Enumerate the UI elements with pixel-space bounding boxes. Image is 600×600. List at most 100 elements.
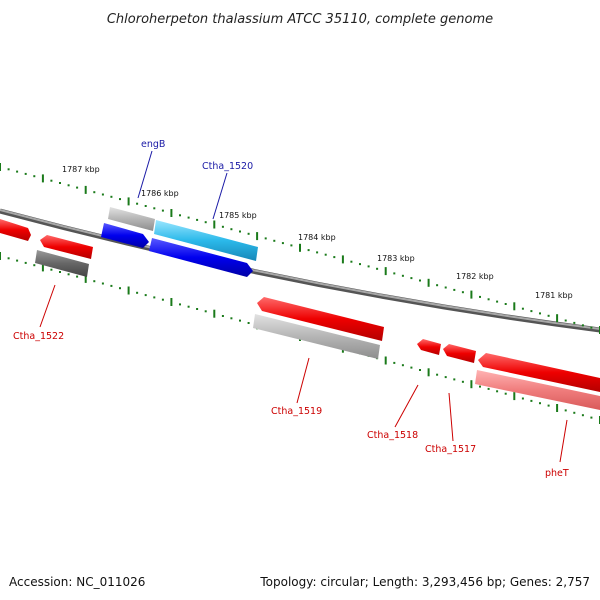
gene-arrow[interactable] [443, 344, 476, 363]
ruler-dot [24, 261, 27, 264]
ruler-dot [393, 272, 396, 275]
gene-arrow[interactable] [154, 220, 258, 261]
gene-label-ctha1517[interactable]: Ctha_1517 [425, 444, 476, 455]
ruler-dot [196, 308, 199, 310]
gene-label-ctha1522[interactable]: Ctha_1522 [13, 331, 64, 342]
gene-label-ctha1518[interactable]: Ctha_1518 [367, 430, 418, 441]
ruler-dot [401, 364, 404, 367]
ruler-dot [564, 319, 567, 322]
gene-arrow[interactable] [417, 339, 441, 355]
ruler-dot [76, 275, 79, 278]
ruler-dot [281, 242, 284, 245]
gene-arrow[interactable] [478, 353, 600, 392]
ruler-dot [410, 277, 413, 280]
genome-backbone [0, 208, 600, 333]
ruler-dot [144, 205, 147, 207]
ruler-dot [247, 232, 250, 235]
ruler-dot [110, 284, 113, 287]
ruler-dot [504, 303, 507, 305]
ruler-dot [50, 179, 53, 182]
ruler-dot [161, 209, 164, 212]
ruler-dot [136, 202, 139, 205]
ruler-dot [93, 191, 96, 194]
ruler-label-1782: 1782 kbp [456, 272, 494, 281]
ruler-dot [573, 411, 576, 414]
ruler-dot [110, 195, 113, 198]
ruler-dot [436, 373, 439, 376]
ruler-dot [564, 409, 567, 412]
ruler-dot [573, 321, 576, 324]
gene-arrow[interactable] [149, 238, 253, 277]
gene-arrow[interactable] [101, 223, 149, 248]
ruler-dot [436, 284, 439, 287]
label-leaders [39, 150, 568, 463]
ruler-dot [590, 326, 593, 329]
forward-strand-genes [0, 207, 258, 277]
ruler-dot [161, 298, 164, 301]
ruler-dot [453, 378, 456, 381]
gene-label-ctha1520[interactable]: Ctha_1520 [202, 161, 253, 172]
ruler-dot [119, 198, 121, 201]
ruler-labels: 1787 kbp 1786 kbp 1785 kbp 1784 kbp 1783… [62, 165, 573, 300]
ruler-dot [179, 303, 181, 306]
ruler-dot [581, 414, 584, 417]
ruler-dot [530, 310, 533, 313]
ruler-dot [521, 397, 524, 400]
ruler-dot [59, 182, 61, 184]
accession-text: Accession: NC_011026 [9, 575, 145, 589]
ruler-dot [144, 294, 147, 297]
ruler-dot [419, 369, 421, 371]
ruler-dot [67, 273, 70, 276]
ruler-dot [547, 314, 550, 317]
reverse-strand-genes [35, 235, 600, 410]
ruler-dot [264, 237, 267, 240]
outer-ruler [0, 163, 600, 334]
ruler-dot [204, 221, 207, 224]
ruler-dot [479, 385, 481, 388]
ruler-dot [187, 305, 190, 308]
gene-arrow[interactable] [40, 235, 93, 259]
ruler-dot [479, 295, 481, 298]
ruler-dot [119, 287, 121, 290]
gene-label-engB[interactable]: engB [141, 139, 165, 150]
gene-arrow[interactable] [253, 314, 380, 359]
ruler-dot [230, 228, 233, 231]
ruler-label-1787: 1787 kbp [62, 165, 100, 174]
gene-arrow[interactable] [108, 207, 155, 231]
ruler-dot [539, 402, 541, 405]
ruler-dot [547, 404, 550, 407]
ruler-dot [333, 256, 336, 259]
ruler-dot [67, 184, 70, 187]
gene-label-ctha1519[interactable]: Ctha_1519 [271, 406, 322, 417]
ruler-dot [410, 366, 413, 369]
ruler-dot [367, 265, 370, 268]
ruler-dot [521, 307, 524, 310]
ruler-dot [7, 168, 10, 171]
ruler-label-1784: 1784 kbp [298, 233, 336, 242]
gene-labels: engB Ctha_1520 Ctha_1522 Ctha_1519 Ctha_… [13, 139, 569, 479]
gene-arrow[interactable] [35, 250, 89, 277]
ruler-dot [444, 376, 447, 379]
ruler-dot [16, 170, 19, 173]
ruler-dot [539, 312, 541, 315]
ruler-dot [76, 186, 79, 189]
ruler-dot [221, 315, 224, 317]
ruler-dot [221, 225, 224, 228]
gene-arrow[interactable] [257, 297, 384, 341]
ruler-dot [153, 296, 156, 299]
ruler-dot [530, 399, 533, 402]
gene-arrow[interactable] [475, 370, 600, 410]
ruler-dot [350, 260, 353, 263]
map-title: Chloroherpeton thalassium ATCC 35110, co… [107, 12, 493, 27]
gene-label-pheT[interactable]: pheT [545, 468, 569, 479]
ruler-dot [461, 380, 464, 383]
ruler-dot [444, 286, 447, 289]
ruler-dot [33, 264, 36, 267]
gene-arrow[interactable] [0, 219, 31, 241]
ruler-dot [93, 280, 96, 283]
genome-summary: Topology: circular; Length: 3,293,456 bp… [259, 575, 590, 589]
ruler-dot [290, 244, 293, 247]
ruler-dot [487, 387, 490, 390]
ruler-dot [453, 288, 456, 291]
